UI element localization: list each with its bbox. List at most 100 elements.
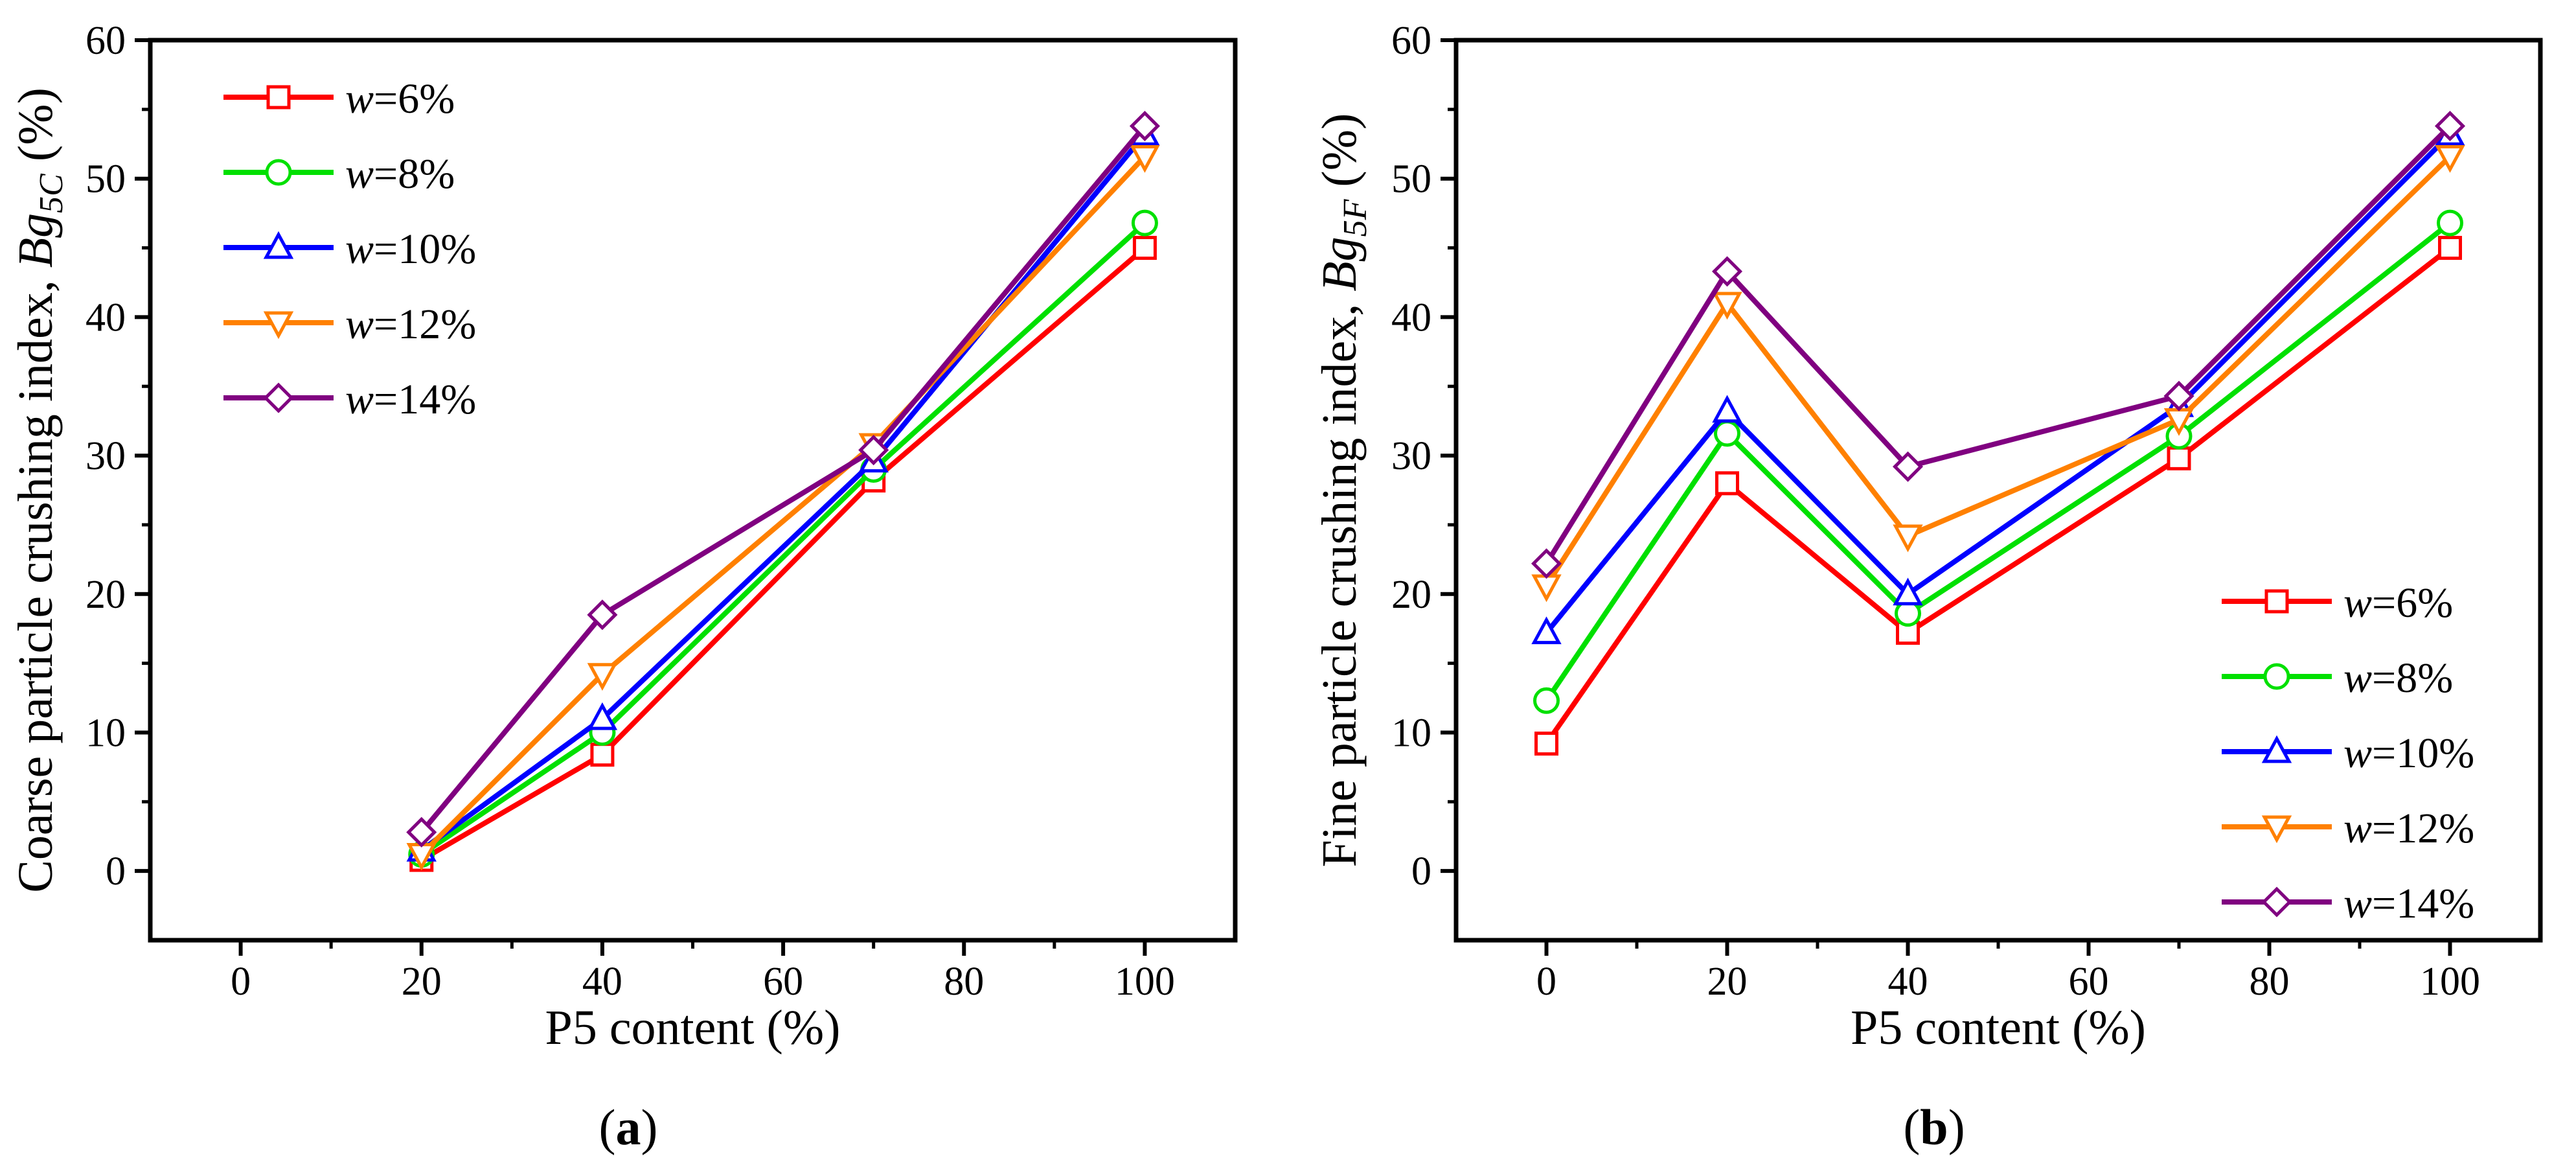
chart-b-x-tick-label: 100 xyxy=(2420,960,2480,1004)
chart-b-y-axis-label: Fine particle crushing index, Bg5F (%) xyxy=(1312,113,1374,868)
chart-b-x-axis-label: P5 content (%) xyxy=(1851,1000,2146,1055)
chart-b-data-point xyxy=(2167,446,2191,470)
chart-a-data-point xyxy=(406,816,437,848)
chart-b-data-point xyxy=(1896,621,1920,645)
chart-b-x-tick-label: 40 xyxy=(1888,960,1928,1004)
chart-a-legend-label: w=6% xyxy=(345,75,455,122)
chart-a-legend-marker xyxy=(265,159,292,186)
chart-b-series-line xyxy=(1544,220,2452,702)
chart-b-y-tick-label: 50 xyxy=(1391,157,1431,202)
chart-a-x-tick-label: 40 xyxy=(582,960,622,1004)
chart-b-y-label-unit: (%) xyxy=(1312,113,1367,200)
chart-b-series-line xyxy=(1544,132,2452,635)
chart-b-series-3 xyxy=(1531,145,2465,603)
chart-a-legend-marker xyxy=(263,311,294,340)
chart-b-legend-marker xyxy=(2264,589,2289,614)
chart-a-data-point xyxy=(587,663,618,691)
chart-b-y-tick-label: 10 xyxy=(1391,711,1431,755)
chart-b-x-tick-label: 80 xyxy=(2250,960,2290,1004)
chart-b-data-point xyxy=(1534,732,1558,756)
chart-b-panel-label: (b) xyxy=(1903,1099,1965,1155)
chart-a-data-point xyxy=(858,434,889,466)
chart-a-legend: w=6% w=8% w=10% w=12% w=14% xyxy=(223,75,476,423)
chart-a-y-tick-label: 40 xyxy=(85,295,126,340)
chart-b-data-point xyxy=(1533,687,1560,714)
chart-b-series-0 xyxy=(1534,236,2462,756)
chart-b-data-point xyxy=(1711,256,1743,287)
chart-b-series-4 xyxy=(1531,110,2466,579)
chart-b-y-tick-label: 40 xyxy=(1391,295,1431,340)
chart-a-y-tick-label: 0 xyxy=(106,849,126,894)
chart-a-series-4 xyxy=(406,110,1160,848)
chart-a-legend-label: w=14% xyxy=(345,376,476,423)
chart-b-data-point xyxy=(1715,471,1739,496)
chart-a-data-point xyxy=(587,599,618,630)
chart-a-legend-item: w=8% xyxy=(223,150,455,198)
chart-a-panel-label: (a) xyxy=(599,1099,658,1155)
chart-a-y-tick-label: 10 xyxy=(85,711,126,755)
chart-a-series-line xyxy=(419,124,1147,834)
chart-a-x-tick-label: 60 xyxy=(763,960,803,1004)
chart-b-legend-marker xyxy=(2261,886,2292,918)
chart-b-legend-item: w=6% xyxy=(2222,579,2453,627)
chart-b-y-tick-label: 60 xyxy=(1391,19,1431,63)
chart-a-y-label-unit: (%) xyxy=(8,87,63,174)
chart-b-legend-label: w=8% xyxy=(2343,654,2453,702)
chart-a-data-point xyxy=(1131,209,1158,237)
chart-b-legend-item: w=14% xyxy=(2222,880,2474,927)
chart-b-x-tick-label: 60 xyxy=(2069,960,2109,1004)
chart-b-data-point xyxy=(1893,577,1923,606)
chart-a-legend-item: w=10% xyxy=(223,225,476,273)
chart-b-series-1 xyxy=(1533,209,2463,714)
chart-a-legend-marker xyxy=(266,85,291,110)
chart-a-legend-marker xyxy=(263,382,294,413)
chart-a-series-line xyxy=(420,246,1147,862)
chart-a-y-axis-label: Coarse particle crushing index, Bg5C (%) xyxy=(8,87,70,893)
chart-a-legend-item: w=6% xyxy=(223,75,455,122)
chart-a-y-tick-label: 60 xyxy=(85,19,126,63)
chart-a-legend-label: w=12% xyxy=(345,301,476,348)
chart-b-data-point xyxy=(2435,145,2465,173)
chart-b-x-tick-label: 20 xyxy=(1707,960,1748,1004)
chart-a-legend-label: w=8% xyxy=(345,150,455,198)
chart-b-data-point xyxy=(1531,548,1562,579)
chart-a-legend-marker xyxy=(263,231,294,259)
chart-a-legend-item: w=14% xyxy=(223,376,476,423)
chart-b-legend-item: w=12% xyxy=(2222,805,2474,852)
chart-a-x-axis-label: P5 content (%) xyxy=(545,1000,841,1055)
chart-b-legend-label: w=12% xyxy=(2343,805,2474,852)
chart-b-series-line xyxy=(1544,154,2452,588)
chart-a-legend-label: w=10% xyxy=(345,225,476,273)
chart-b-legend-item: w=8% xyxy=(2222,654,2453,702)
chart-a-series-line xyxy=(419,154,1147,857)
chart-a-y-label-var: Bg xyxy=(8,213,63,268)
chart-b-data-point xyxy=(1712,292,1742,320)
chart-b-y-label-var: Bg xyxy=(1312,237,1367,291)
chart-b-y-label-sub: 5F xyxy=(1337,198,1374,237)
chart-a-y-label-text: Coarse particle crushing index, xyxy=(8,268,63,892)
chart-b-data-point xyxy=(2163,380,2194,411)
chart-a-series-1 xyxy=(408,209,1158,868)
chart-b-data-point xyxy=(1712,395,1742,423)
chart-b-data-point xyxy=(1531,616,1562,645)
chart-a-data-point xyxy=(590,743,615,767)
chart-b-legend-marker xyxy=(2263,663,2290,690)
chart-a-data-point xyxy=(1129,110,1160,142)
chart-a-x-tick-label: 100 xyxy=(1115,960,1175,1004)
chart-b-y-tick-label: 30 xyxy=(1391,434,1431,478)
chart-b-y-tick-label: 20 xyxy=(1391,573,1431,617)
chart-a-legend-item: w=12% xyxy=(223,301,476,348)
chart-b-legend-marker xyxy=(2261,815,2292,844)
chart-b-y-tick-label: 0 xyxy=(1411,849,1431,894)
chart-b-data-point xyxy=(2437,209,2463,237)
chart-a-data-point xyxy=(1132,236,1157,260)
chart-b-data-point xyxy=(1893,524,1923,553)
chart-b-legend-label: w=10% xyxy=(2343,730,2474,777)
chart-b-legend-label: w=6% xyxy=(2343,579,2453,627)
chart-b-y-label-text: Fine particle crushing index, xyxy=(1312,292,1367,868)
chart-a-series-line xyxy=(420,221,1147,857)
chart-a-x-tick-label: 80 xyxy=(944,960,984,1004)
chart-a-plot-frame xyxy=(148,38,1238,943)
